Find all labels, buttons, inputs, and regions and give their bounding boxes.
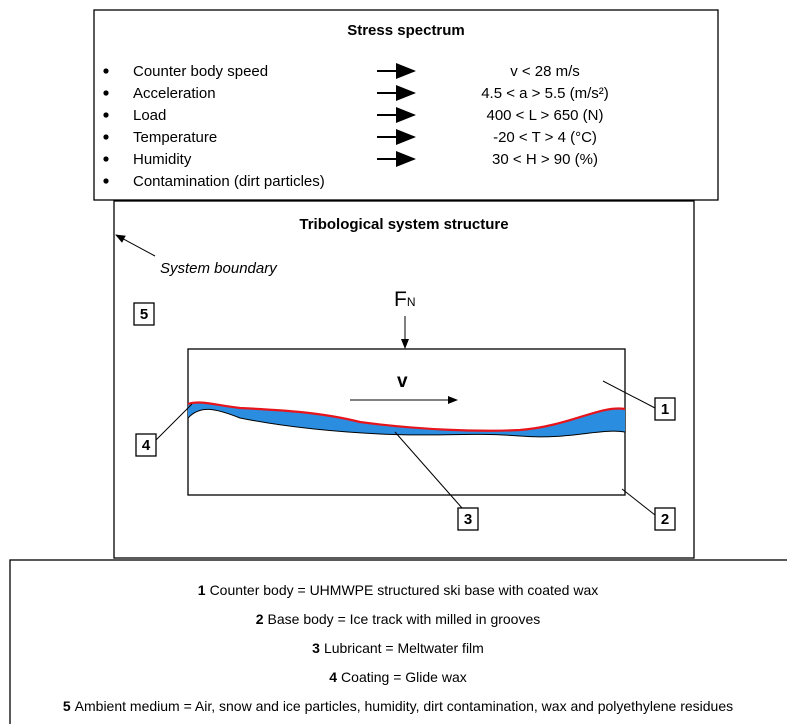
item-label: Contamination (dirt particles) [133, 173, 325, 190]
bullet [103, 68, 109, 74]
legend-line: 1 Counter body = UHMWPE structured ski ba… [198, 582, 598, 598]
bullet [103, 90, 109, 96]
marker-box [654, 397, 676, 421]
legend-number: 2 [256, 611, 264, 627]
marker-box [654, 507, 676, 531]
legend-number: 1 [198, 582, 206, 598]
item-label: Counter body speed [133, 63, 268, 80]
legend-line: 3 Lubricant = Meltwater film [312, 640, 484, 656]
ice-surface [187, 408, 626, 438]
marker-label: 1 [661, 401, 669, 418]
stress-items: Counter body speed v < 28 m/s Acceleration… [103, 63, 609, 190]
stress-box [93, 9, 719, 201]
bullet [103, 178, 109, 184]
marker-label: 2 [661, 511, 669, 528]
leader-2 [621, 488, 656, 516]
legend-number: 4 [329, 669, 337, 685]
markers: 1 2 3 4 5 [133, 302, 676, 531]
item-value: 4.5 < a > 5.5 (m/s²) [481, 85, 609, 102]
legend-line: 2 Base body = Ice track with milled in gr… [256, 611, 541, 627]
item-value: 30 < H > 90 (%) [492, 151, 598, 168]
marker-label: 3 [464, 511, 472, 528]
legend-line: 4 Coating = Glide wax [329, 669, 466, 685]
legend: 1 Counter body = UHMWPE structured ski ba… [63, 582, 733, 714]
force-subscript: N [407, 295, 416, 309]
item-value: 400 < L > 650 (N) [486, 107, 603, 124]
bullet [103, 134, 109, 140]
boundary-arrow [115, 234, 156, 257]
marker-box [135, 433, 157, 457]
leader-3 [394, 431, 463, 509]
item-value: v < 28 m/s [510, 63, 580, 80]
legend-text: Base body = Ice track with milled in gro… [268, 611, 541, 627]
legend-text: Ambient medium = Air, snow and ice parti… [75, 698, 733, 714]
item-label: Load [133, 107, 166, 124]
leader-4 [155, 403, 193, 441]
legend-line: 5 Ambient medium = Air, snow and ice part… [63, 698, 733, 714]
wax-coating [187, 401, 626, 432]
item-label: Temperature [133, 129, 217, 146]
item-label: Acceleration [133, 85, 216, 102]
force-label: FN [394, 288, 416, 311]
bullet [103, 156, 109, 162]
marker-box [133, 302, 155, 326]
meltwater-film [188, 402, 625, 437]
boundary-label: System boundary [160, 260, 278, 277]
legend-number: 3 [312, 640, 320, 656]
velocity-label: v [397, 371, 408, 392]
legend-box [9, 559, 787, 724]
system-title: Tribological system structure [299, 216, 508, 233]
marker-label: 4 [142, 437, 151, 454]
leader-1 [602, 380, 656, 409]
stress-title: Stress spectrum [347, 22, 465, 39]
legend-text: Lubricant = Meltwater film [324, 640, 484, 656]
legend-text: Coating = Glide wax [341, 669, 467, 685]
force-symbol: F [394, 288, 407, 311]
legend-number: 5 [63, 698, 71, 714]
marker-box [457, 507, 479, 531]
bullet [103, 112, 109, 118]
marker-label: 5 [140, 306, 148, 323]
legend-text: Counter body = UHMWPE structured ski bas… [210, 582, 599, 598]
item-label: Humidity [133, 151, 192, 168]
item-value: -20 < T > 4 (°C) [493, 129, 597, 146]
